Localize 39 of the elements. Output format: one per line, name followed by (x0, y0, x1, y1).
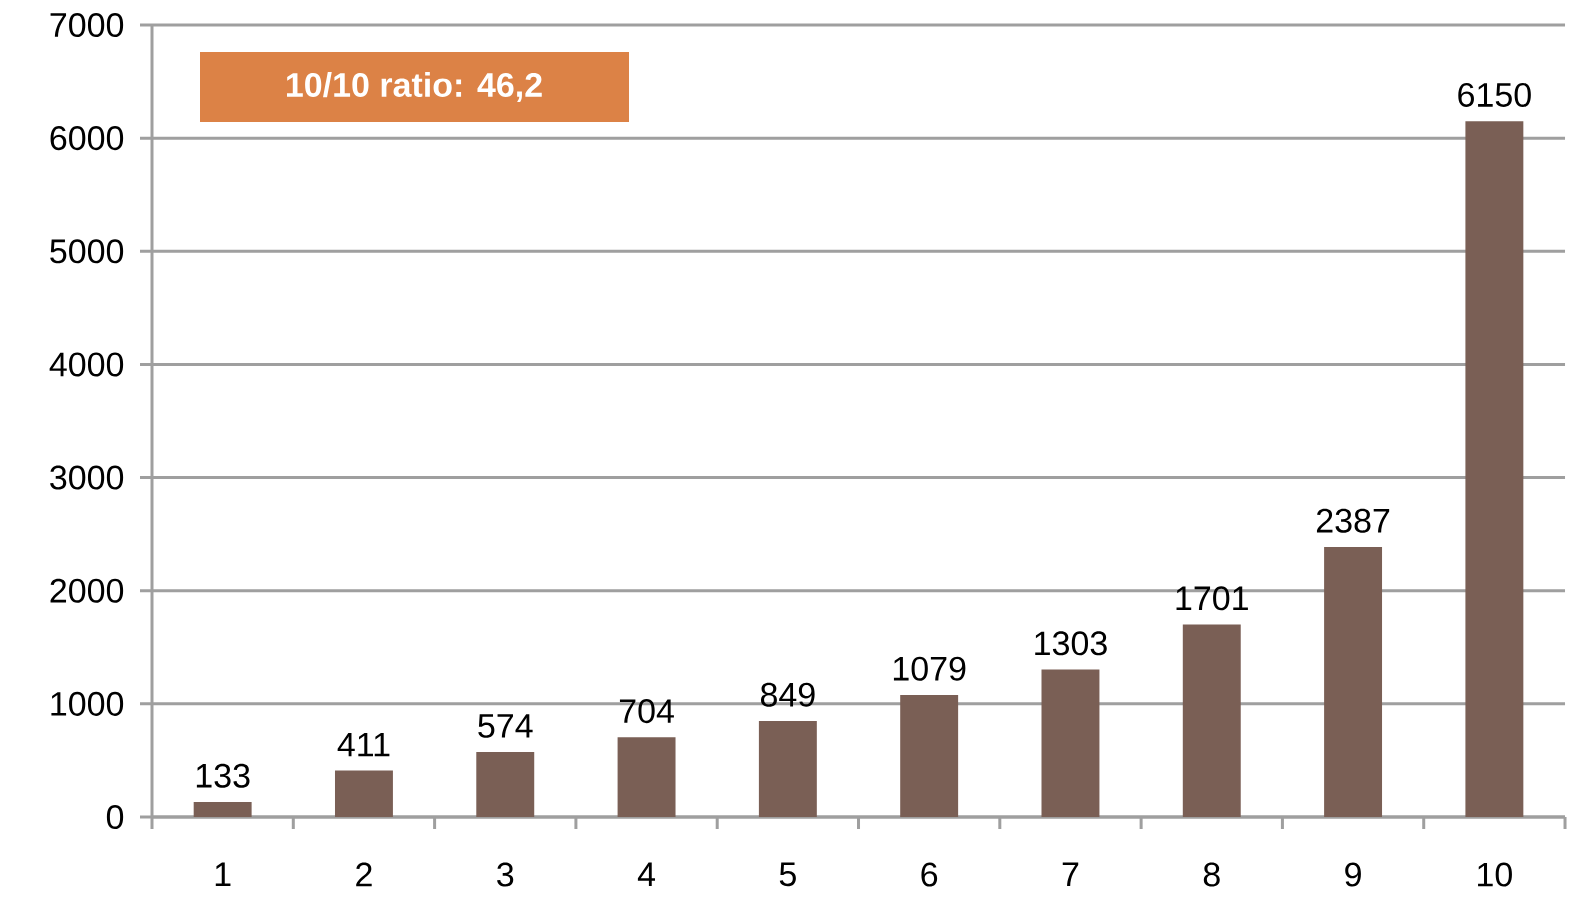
y-tick-label: 1000 (51, 691, 124, 716)
data-label: 6150 (1458, 82, 1531, 107)
data-label: 1079 (893, 656, 966, 681)
y-tick-label: 0 (106, 804, 124, 830)
x-tick-label: 7 (1062, 862, 1079, 886)
x-tick-label: 10 (1478, 862, 1512, 887)
bar (617, 737, 676, 817)
x-tick-label: 3 (497, 862, 514, 887)
data-label: 411 (337, 732, 390, 757)
bar (193, 801, 252, 817)
data-label: 704 (619, 699, 674, 724)
bar (1465, 121, 1524, 817)
bar (758, 720, 817, 817)
x-tick-label: 1 (215, 862, 231, 886)
data-label: 849 (760, 682, 815, 707)
bar (1324, 546, 1383, 817)
data-label: 1701 (1176, 586, 1248, 611)
y-tick-label: 3000 (50, 465, 124, 490)
y-tick-label: 5000 (50, 239, 124, 264)
bar (900, 694, 959, 817)
bar (334, 770, 393, 817)
y-tick-label: 4000 (49, 352, 124, 377)
data-label: 2387 (1316, 508, 1390, 533)
x-tick-label: 5 (779, 862, 796, 887)
annotation: 10/10 ratio: 46,2 (287, 72, 542, 102)
y-tick-label: 6000 (50, 126, 124, 151)
bar (476, 752, 535, 817)
data-label: 574 (478, 714, 533, 738)
bar (1182, 624, 1241, 817)
x-tick-label: 6 (921, 862, 938, 887)
y-tick-label: 2000 (50, 578, 124, 603)
bar (1041, 669, 1100, 817)
x-tick-label: 2 (356, 862, 372, 887)
x-tick-label: 8 (1203, 862, 1220, 887)
x-tick-label: 9 (1345, 862, 1361, 887)
data-label: 133 (196, 763, 250, 788)
data-label: 1303 (1035, 631, 1107, 656)
x-tick-label: 4 (637, 862, 656, 886)
y-tick-label: 7000 (50, 12, 124, 38)
